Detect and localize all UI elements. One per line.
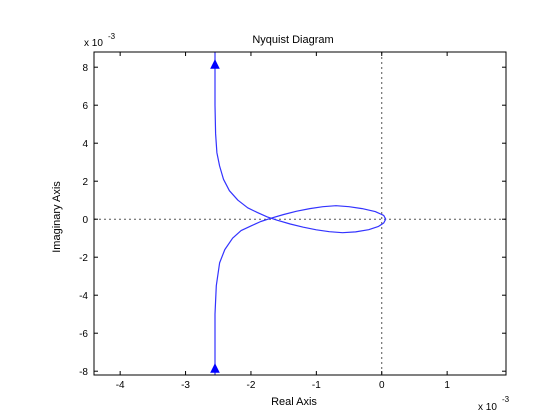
x-multiplier-exponent: -3 [502,395,510,404]
y-tick-label: -2 [79,253,88,264]
x-tick-label: -2 [246,380,255,391]
y-multiplier: x 10 -3 [84,32,116,49]
x-tick-label: -3 [181,380,190,391]
y-tick-label: -8 [79,367,88,378]
x-axis-label: Real Axis [271,396,317,408]
y-tick-label: 6 [82,101,88,112]
x-multiplier: x 10 -3 [478,395,510,413]
y-multiplier-base: x 10 [84,38,103,49]
y-tick-label: -4 [79,291,88,302]
axes-background [94,52,506,375]
chart-title: Nyquist Diagram [252,34,333,46]
y-tick-label: 8 [82,63,88,74]
x-tick-label: -1 [312,380,321,391]
y-tick-label: 2 [82,177,88,188]
direction-arrow [210,363,220,373]
y-tick-label: 0 [82,215,88,226]
y-tick-label: -6 [79,329,88,340]
nyquist-curve [214,52,387,375]
y-multiplier-exponent: -3 [108,32,116,41]
x-tick-label: 0 [379,380,385,391]
x-multiplier-base: x 10 [478,402,497,413]
x-tick-label: 1 [444,380,450,391]
x-tick-label: -4 [116,380,125,391]
axes-frame [93,51,507,376]
y-tick-label: 4 [82,139,88,150]
direction-arrow [210,59,220,69]
y-axis-label: Imaginary Axis [51,181,63,253]
plot-area: -4 -3 -2 -1 0 1 -8 -6 -4 -2 0 2 4 6 8 [79,51,507,391]
